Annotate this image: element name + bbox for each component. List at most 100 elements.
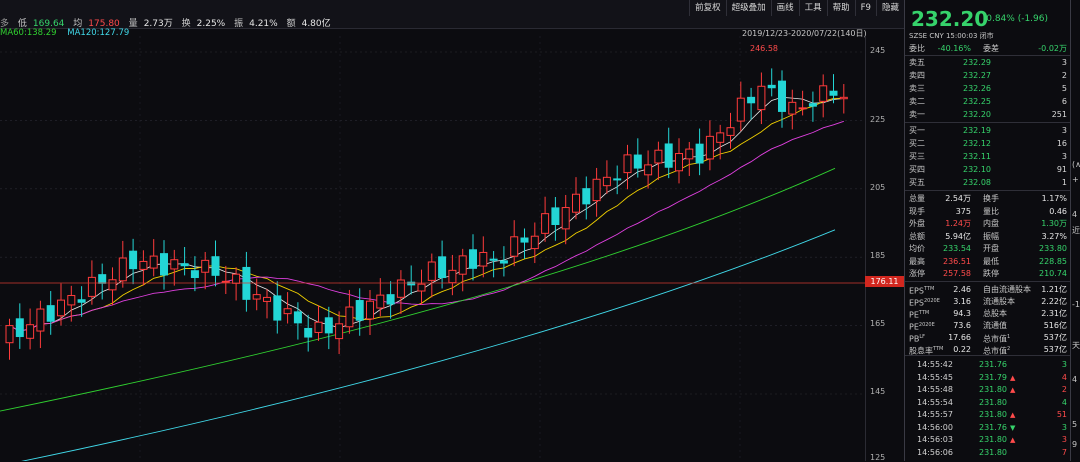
ma10-line — [9, 97, 844, 332]
ask-volume: 251 — [1051, 110, 1067, 119]
ask-row[interactable]: 卖四 232.27 2 — [905, 70, 1071, 81]
bid-row[interactable]: 买四 232.10 91 — [905, 164, 1071, 175]
candle-body — [633, 154, 642, 169]
last-price: 232.20 — [911, 7, 989, 31]
stat-key: 量比 — [983, 206, 999, 216]
ask-price: 232.26 — [963, 84, 991, 93]
bid-label: 买一 — [909, 126, 925, 135]
candle-body — [396, 279, 405, 298]
stat-value: 0.46 — [1049, 206, 1067, 216]
tick-price: 231.80 — [979, 447, 1007, 457]
tick-row[interactable]: 14:55:45 231.79 ▲ 4 — [905, 372, 1071, 384]
bid-row[interactable]: 买五 232.08 1 — [905, 177, 1071, 188]
candle-body — [304, 327, 313, 338]
toolbar-button-f9[interactable]: F9 — [854, 0, 876, 16]
candle-body — [108, 279, 117, 291]
fundamental-key-text: 总市值 — [983, 334, 1007, 344]
tick-volume: 3 — [1061, 435, 1067, 444]
candle-body — [98, 274, 107, 284]
turnover-label: 换 — [181, 19, 191, 29]
tick-row[interactable]: 14:56:00 231.76 ▼ 3 — [905, 422, 1071, 434]
toolbar-button-draw[interactable]: 画线 — [770, 0, 799, 16]
edge-glyph: (∧ — [1072, 160, 1080, 169]
candle-body — [46, 305, 55, 322]
tick-volume: 4 — [1061, 397, 1067, 407]
tick-volume: 3 — [1061, 422, 1067, 432]
candlestick-chart[interactable]: 246.58 — [0, 36, 865, 461]
tick-volume: 7 — [1061, 447, 1067, 457]
candle-body — [489, 258, 498, 261]
stat-value: 375 — [955, 206, 971, 216]
tick-row[interactable]: 14:55:54 231.80 4 — [905, 397, 1071, 409]
toolbar-button-overlay[interactable]: 超级叠加 — [725, 0, 771, 16]
candle-body — [149, 255, 158, 269]
tick-time: 14:55:48 — [917, 385, 953, 394]
candle-body — [57, 299, 65, 317]
stats-row: 总额 5.94亿 振幅 3.27% — [905, 231, 1071, 242]
amplitude-label: 振 — [234, 19, 244, 29]
candle-body — [561, 207, 570, 230]
stat-key: 跌停 — [983, 269, 999, 278]
stat-value: 1.24万 — [945, 219, 971, 228]
stat-key: 总额 — [909, 231, 925, 241]
toolbar-button-tools[interactable]: 工具 — [798, 0, 827, 16]
toolbar-button-adjust[interactable]: 前复权 — [689, 0, 726, 16]
candle-body — [314, 321, 323, 333]
tick-row[interactable]: 14:55:42 231.76 3 — [905, 359, 1071, 371]
tick-time: 14:56:06 — [917, 447, 953, 457]
bid-row[interactable]: 买三 232.11 3 — [905, 151, 1071, 162]
ask-row[interactable]: 卖一 232.20 251 — [905, 109, 1071, 120]
candle-body — [118, 257, 127, 282]
stat-key: 内盘 — [983, 219, 999, 228]
candle-body — [211, 256, 220, 276]
arrow-up-icon: ▲ — [1010, 411, 1016, 419]
tick-row[interactable]: 14:56:03 231.80 ▲ 3 — [905, 434, 1071, 446]
fundamental-key-text: 自由流通股本 — [983, 285, 1031, 294]
stat-key: 最低 — [983, 256, 999, 266]
fundamental-value: 3.16 — [953, 297, 971, 306]
candle-body — [510, 236, 519, 257]
candle-body — [283, 308, 292, 315]
ask-label: 卖四 — [909, 71, 925, 80]
ask-row[interactable]: 卖五 232.29 3 — [905, 57, 1071, 68]
fundamental-value: 516亿 — [1043, 321, 1067, 330]
ma5-line — [9, 96, 844, 332]
candle-body — [417, 283, 426, 292]
candle-body — [5, 325, 14, 344]
bid-row[interactable]: 买一 232.19 3 — [905, 125, 1071, 136]
toolbar-button-help[interactable]: 帮助 — [826, 0, 855, 16]
axis-tick-245: 245 — [870, 46, 886, 55]
fundamental-value: 94.3 — [953, 309, 971, 318]
fundamental-key-text: 流通值 — [983, 321, 1007, 330]
toolbar-button-hide[interactable]: 隐藏 — [875, 0, 904, 16]
candle-body — [77, 299, 86, 303]
fundamental-key: 股息率TTM — [909, 344, 943, 357]
fundamental-key-text: PE — [909, 322, 919, 332]
fundamental-value: 73.6 — [953, 321, 971, 330]
candle-body — [67, 295, 76, 306]
tick-row[interactable]: 14:56:06 231.80 7 — [905, 447, 1071, 459]
chart-grid — [0, 36, 865, 461]
ask-row[interactable]: 卖三 232.26 5 — [905, 83, 1071, 94]
fundamental-key: 自由流通股本 — [983, 284, 1031, 295]
fundamental-key-text: 总市值 — [983, 346, 1007, 356]
bid-row[interactable]: 买二 232.12 16 — [905, 138, 1071, 149]
stat-key: 总量 — [909, 194, 925, 203]
arrow-up-icon: ▲ — [1010, 373, 1016, 382]
ma120-line — [21, 229, 836, 461]
fundamental-key-text: 股息率 — [909, 346, 933, 356]
tick-row[interactable]: 14:55:48 231.80 ▲ 2 — [905, 384, 1071, 396]
edge-strip: (∧ +4 近 -1 天 4 5 9 — [1070, 0, 1080, 461]
ask-row[interactable]: 卖二 232.25 6 — [905, 96, 1071, 107]
fundamental-key: 总市值2 — [983, 344, 1010, 357]
bid-price: 232.08 — [963, 178, 991, 187]
ask-price: 232.25 — [963, 97, 991, 106]
fundamental-key-sup: TTM — [923, 286, 935, 292]
tick-row[interactable]: 14:55:57 231.80 ▲ 51 — [905, 409, 1071, 421]
fundamental-key-text: EPS — [909, 286, 924, 296]
stat-key: 现手 — [909, 206, 925, 216]
fundamental-key: 总市值1 — [983, 332, 1010, 345]
candle-body — [644, 164, 653, 176]
candles — [5, 68, 848, 360]
candle-body — [829, 90, 838, 96]
